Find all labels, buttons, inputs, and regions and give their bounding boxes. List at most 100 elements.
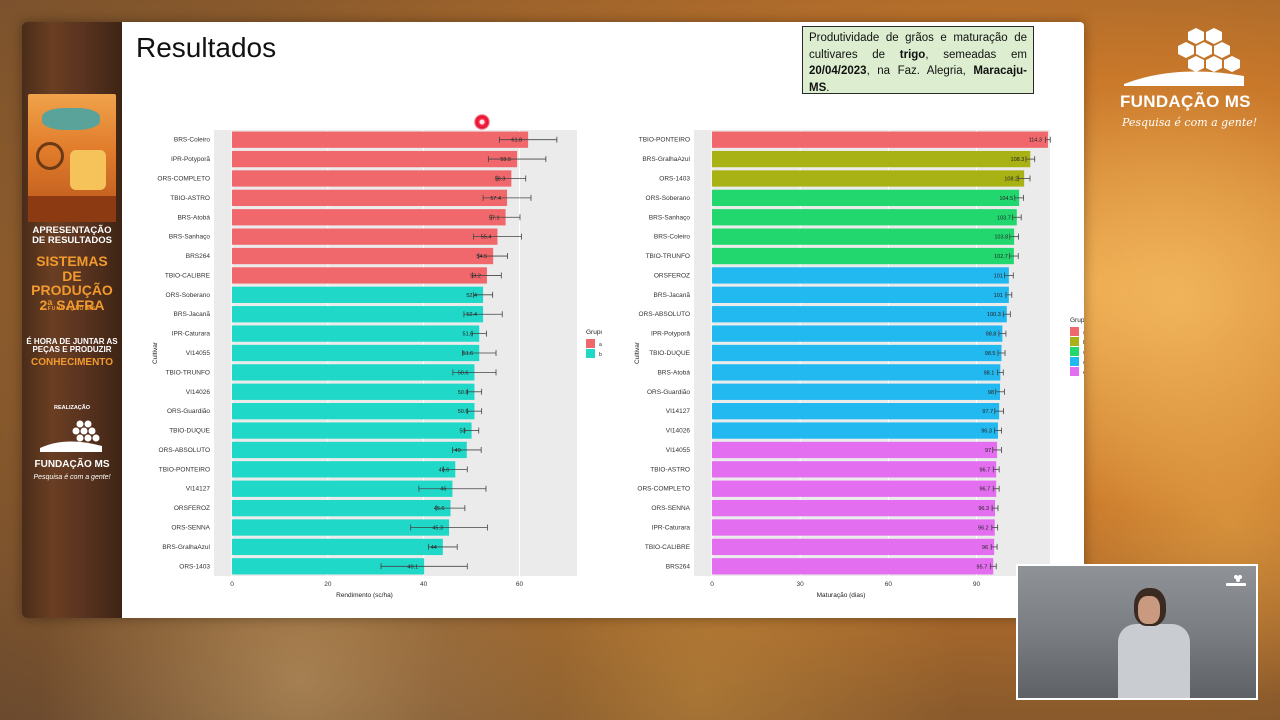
data-label: 49 xyxy=(455,448,461,454)
bar xyxy=(712,189,1020,207)
legend-swatch xyxy=(586,339,595,348)
bar xyxy=(232,228,498,245)
category-tick-label: TBIO-PONTEIRO xyxy=(639,137,690,144)
category-tick-label: ORSFEROZ xyxy=(654,272,690,279)
bar xyxy=(232,480,453,497)
bar xyxy=(232,558,425,575)
legend-swatch xyxy=(1070,347,1079,356)
x-tick-label: 20 xyxy=(324,581,332,588)
legend-label: a xyxy=(599,342,602,348)
bar xyxy=(232,131,529,148)
data-label: 44 xyxy=(431,545,437,551)
info-text-4: . xyxy=(826,82,830,95)
x-tick-label: 40 xyxy=(420,581,428,588)
bar xyxy=(712,422,998,439)
data-label: 52.4 xyxy=(466,312,477,318)
category-tick-label: ORS-COMPLETO xyxy=(157,175,210,182)
bar xyxy=(712,228,1015,245)
data-label: 114.3 xyxy=(1029,138,1042,144)
data-label: 96.2 xyxy=(978,526,989,532)
bar xyxy=(712,480,997,497)
banner-line-6: REALIZAÇÃO xyxy=(53,405,91,411)
category-tick-label: IPR-Potyporã xyxy=(171,156,210,163)
category-tick-label: TBIO-TRUNFO xyxy=(166,369,210,376)
bar xyxy=(712,383,1001,400)
x-tick-label: 60 xyxy=(516,581,524,588)
category-tick-label: VI14127 xyxy=(666,408,691,415)
legend-label: d xyxy=(1083,360,1084,366)
bar xyxy=(232,247,494,265)
info-text-1: Produtividade de grãos e maturação de cu… xyxy=(809,32,1027,61)
category-tick-label: TBIO-TRUNFO xyxy=(646,253,690,260)
category-tick-label: BRS-Atobá xyxy=(657,369,690,376)
legend-swatch xyxy=(586,349,595,358)
category-tick-label: TBIO-DUQUE xyxy=(649,350,690,357)
data-label: 100.3 xyxy=(987,312,1001,318)
brand-logo-icon xyxy=(1124,28,1244,86)
data-label: 108.3 xyxy=(1011,157,1025,163)
bar xyxy=(712,344,1002,362)
data-label: 95.7 xyxy=(977,564,988,570)
legend-swatch xyxy=(1070,367,1079,376)
bar xyxy=(712,306,1007,323)
data-label: 98 xyxy=(988,390,994,396)
bar xyxy=(712,267,1009,284)
data-label: 98.1 xyxy=(984,370,995,376)
legend-label: b xyxy=(1083,340,1084,346)
category-tick-label: ORS-1403 xyxy=(659,175,690,182)
category-tick-label: IPR-Potyporã xyxy=(651,331,690,338)
data-label: 58.3 xyxy=(495,176,506,182)
category-tick-label: ORS-COMPLETO xyxy=(637,486,690,493)
bar xyxy=(232,306,484,323)
data-label: 45.6 xyxy=(434,506,445,512)
bar xyxy=(232,441,467,459)
category-tick-label: ORS-Soberano xyxy=(646,195,691,202)
bar xyxy=(712,538,995,556)
category-tick-label: ORS-SENNA xyxy=(171,525,210,532)
banner-logo-tagline: Pesquisa é com a gente! xyxy=(33,474,111,481)
banner-logo-name: FUNDAÇÃO MS xyxy=(34,459,110,470)
data-label: 96.7 xyxy=(979,467,990,473)
presentation-slide: APRESENTAÇÃO DE RESULTADOS SISTEMAS DE P… xyxy=(22,22,1084,618)
category-tick-label: BRS-GralhaAzul xyxy=(162,544,210,551)
legend-label: a xyxy=(1083,330,1084,336)
bar xyxy=(712,403,1000,420)
category-tick-label: IPR-Caturara xyxy=(172,331,211,338)
category-tick-label: VI14055 xyxy=(186,350,211,357)
category-tick-label: BRS-Jacanã xyxy=(174,311,211,318)
data-label: 51.6 xyxy=(463,332,474,338)
data-label: 57.1 xyxy=(489,215,500,221)
info-crop: trigo xyxy=(899,48,926,61)
legend-title: Grupo xyxy=(1070,317,1084,324)
data-label: 55.4 xyxy=(481,235,492,241)
data-label: 46.6 xyxy=(439,467,450,473)
data-label: 57.4 xyxy=(490,196,501,202)
legend-swatch xyxy=(1070,337,1079,346)
data-label: 50 xyxy=(459,429,465,435)
bar xyxy=(232,364,475,381)
category-tick-label: VI14055 xyxy=(666,447,691,454)
x-tick-label: 60 xyxy=(885,581,893,588)
x-tick-label: 90 xyxy=(973,581,981,588)
slide-title: Resultados xyxy=(136,32,277,63)
data-label: 61.8 xyxy=(511,138,522,144)
category-tick-label: BRS264 xyxy=(666,563,691,570)
bar xyxy=(232,325,480,342)
bar xyxy=(232,519,450,536)
category-tick-label: TBIO-DUQUE xyxy=(169,428,210,435)
category-tick-label: ORS-Guardião xyxy=(167,408,210,415)
banner-line-4: É HORA DE JUNTAR AS PEÇAS E PRODUZIR xyxy=(26,337,118,355)
data-label: 103.7 xyxy=(997,215,1011,221)
bar xyxy=(232,267,487,284)
presenter-body xyxy=(1118,624,1190,698)
data-label: 101 xyxy=(994,273,1003,279)
category-tick-label: BRS-Sanhaço xyxy=(649,214,691,221)
legend-title: Grupo xyxy=(586,329,602,336)
x-tick-label: 0 xyxy=(230,581,234,588)
bar xyxy=(712,499,996,517)
category-tick-label: VI14026 xyxy=(186,389,211,396)
data-label: 53.2 xyxy=(470,273,481,279)
event-banner: APRESENTAÇÃO DE RESULTADOS SISTEMAS DE P… xyxy=(22,22,122,618)
banner-logo-icon xyxy=(40,420,102,452)
x-tick-label: 30 xyxy=(797,581,805,588)
